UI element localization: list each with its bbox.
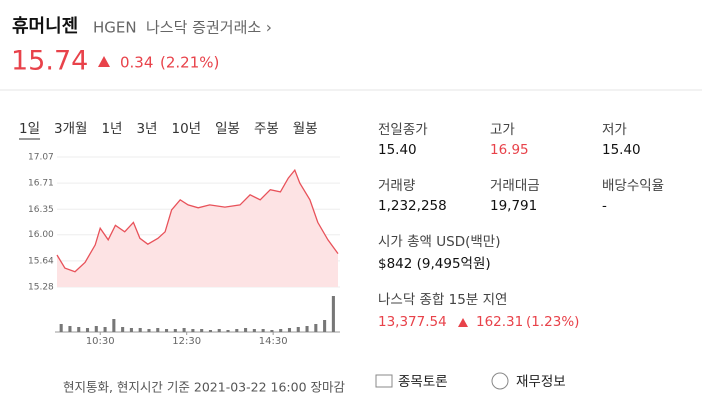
x-tick-label: 14:30	[259, 336, 288, 347]
stat-value: 15.40	[378, 142, 417, 158]
button[interactable]: 종목토론	[398, 374, 448, 390]
index-label: 나스닥 종합 15분 지연	[378, 292, 507, 308]
y-tick-label: 16.71	[28, 179, 54, 189]
discussion-icon	[375, 374, 393, 388]
volume-bar	[156, 328, 160, 332]
ticker: HGEN	[93, 19, 137, 37]
price: 15.74	[11, 46, 88, 77]
volume-bar	[314, 324, 318, 332]
up-arrow	[98, 56, 110, 67]
period-tab[interactable]: 10년	[171, 121, 201, 137]
x-tick-label: 12:30	[172, 336, 201, 347]
stat-label: 거래량	[378, 178, 415, 194]
volume-bar	[261, 329, 265, 332]
price-line	[56, 168, 339, 273]
volume-bar	[331, 296, 335, 332]
period-tab[interactable]: 3개월	[54, 121, 87, 137]
stat-label: 거래대금	[490, 178, 540, 194]
stat-value: 19,791	[490, 198, 537, 214]
y-tick-label: 17.07	[28, 153, 54, 163]
volume-bar	[244, 328, 248, 332]
volume-bar	[112, 319, 116, 332]
volume-bar	[138, 328, 142, 332]
volume-bar	[323, 320, 327, 332]
volume-bar	[305, 326, 309, 332]
x-tick-label: 10:30	[86, 336, 115, 347]
y-tick-label: 15.28	[28, 283, 54, 293]
index-change: 162.31	[476, 314, 523, 330]
volume-bar	[200, 329, 204, 332]
stat-value: -	[602, 198, 607, 214]
volume-bar	[217, 329, 221, 332]
period-tab[interactable]: 월봉	[293, 121, 318, 137]
period-tab[interactable]: 주봉	[254, 121, 279, 137]
footer: 현지통화, 현지시간 기준 2021-03-22 16:00 장마감	[63, 380, 346, 395]
volume-bar	[191, 329, 195, 332]
volume-bar	[121, 327, 125, 332]
volume-bar	[68, 326, 72, 332]
y-tick-label: 15.64	[28, 256, 54, 266]
volume-bar	[165, 329, 169, 332]
volume-bar	[103, 327, 107, 332]
market-cap-label: 시가 총액 USD(백만)	[378, 234, 500, 250]
y-tick-label: 16.00	[28, 230, 54, 240]
finance-icon	[491, 372, 509, 390]
volume-bar	[182, 328, 186, 332]
volume-bar	[173, 329, 177, 332]
volume-bar	[270, 330, 274, 332]
index-change-pct: (1.23%)	[526, 314, 579, 330]
change: 0.34	[120, 54, 153, 72]
price-area	[57, 170, 338, 287]
volume-bar	[296, 327, 300, 332]
volume-bar	[85, 328, 90, 332]
exchange[interactable]: 나스닥 증권거래소 ›	[146, 19, 272, 37]
stat-label: 배당수익율	[602, 178, 664, 194]
volume-bar	[287, 328, 292, 332]
stat-label: 전일종가	[378, 122, 428, 138]
up-arrow	[458, 318, 468, 327]
button[interactable]: 재무정보	[516, 374, 566, 390]
stat-value: 16.95	[490, 142, 529, 158]
volume-bar	[226, 330, 230, 332]
stat-label: 저가	[602, 122, 627, 138]
stat-value: 1,232,258	[378, 198, 447, 214]
period-tab[interactable]: 1일	[19, 121, 40, 137]
period-tab[interactable]: 일봉	[215, 121, 240, 137]
period-tab[interactable]: 3년	[136, 121, 157, 137]
volume-bar	[94, 326, 98, 332]
volume-bar	[129, 328, 133, 332]
volume-bar	[252, 329, 256, 332]
market-cap-value: $842 (9,495억원)	[378, 256, 491, 272]
y-tick-label: 16.35	[28, 205, 54, 215]
volume-bar	[59, 324, 63, 332]
stat-label: 고가	[490, 122, 515, 138]
volume-bar	[208, 330, 212, 332]
volume-bar	[235, 329, 239, 332]
period-tab[interactable]: 1년	[101, 121, 122, 137]
stat-value: 15.40	[602, 142, 641, 158]
stock-name: 휴머니젠	[12, 16, 78, 37]
volume-bar	[279, 329, 283, 332]
volume-bar	[147, 329, 151, 332]
change-pct: (2.21%)	[160, 54, 219, 72]
volume-bar	[77, 327, 81, 332]
index-value: 13,377.54	[378, 314, 447, 330]
